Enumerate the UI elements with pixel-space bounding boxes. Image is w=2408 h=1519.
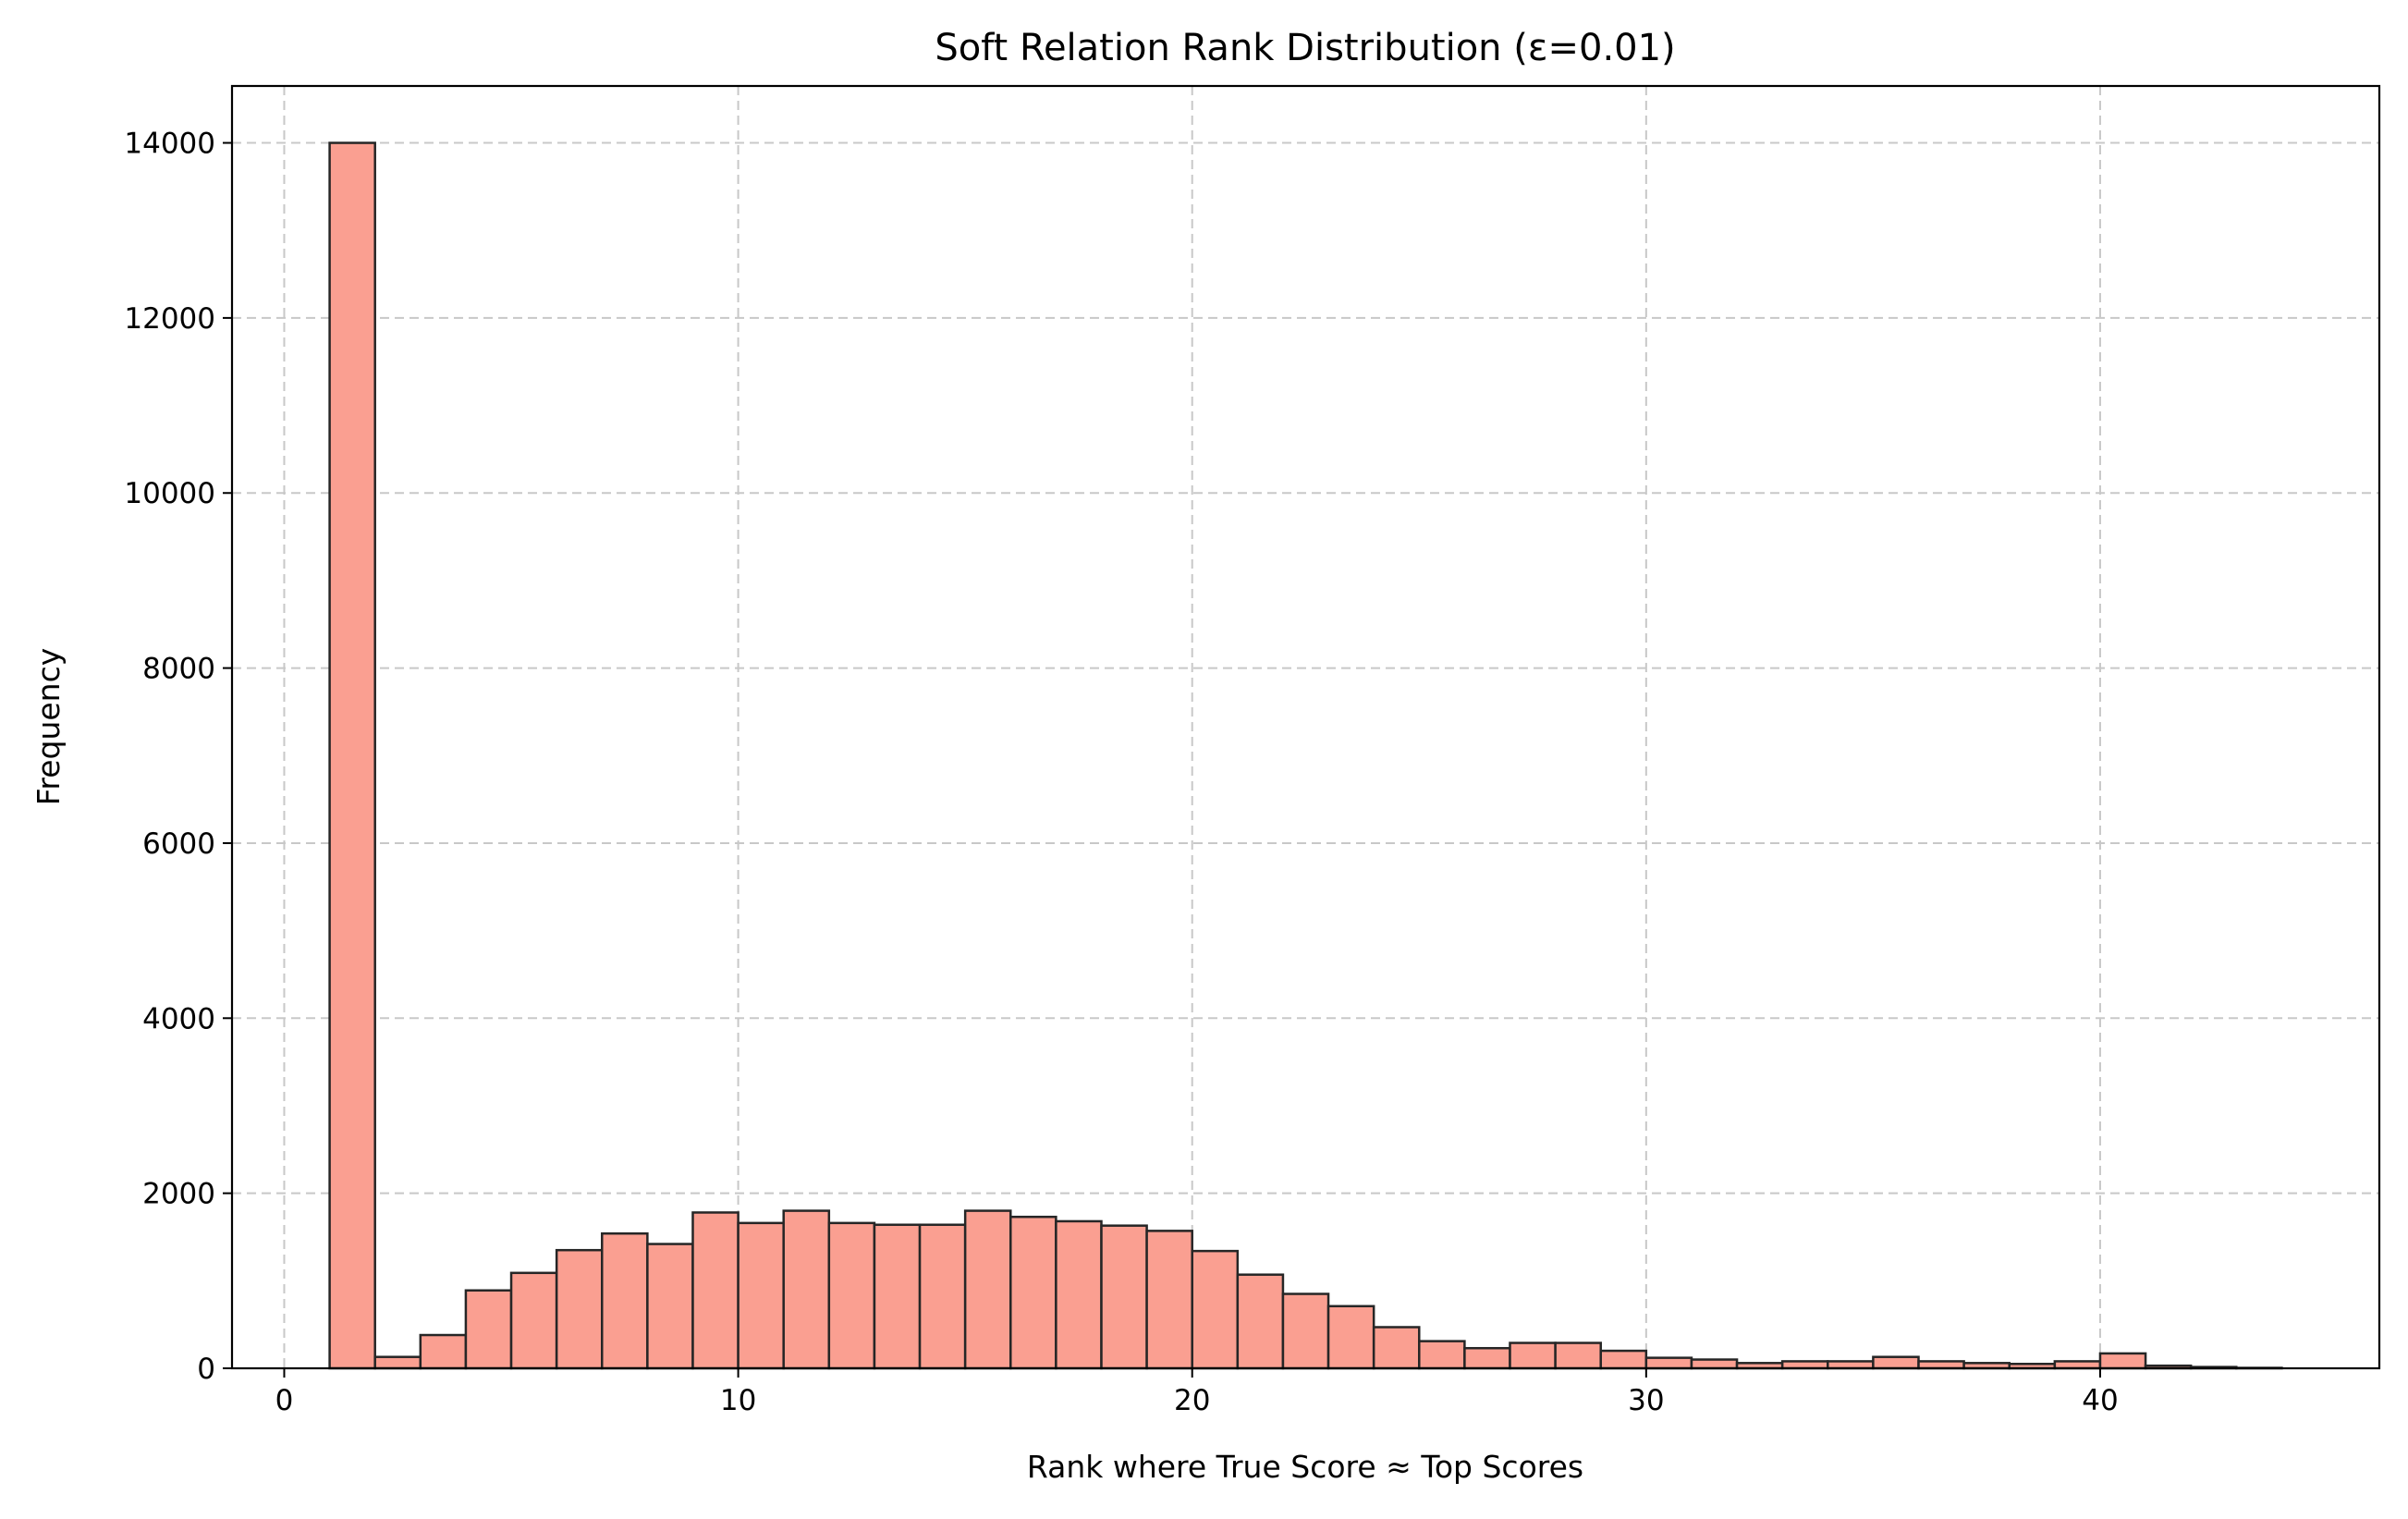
histogram-bar [511, 1273, 556, 1368]
histogram-bar [421, 1335, 466, 1368]
histogram-bar [647, 1244, 692, 1368]
x-tick-label: 30 [1628, 1384, 1664, 1417]
histogram-bar [1692, 1360, 1737, 1368]
histogram-bar [1827, 1361, 1873, 1368]
y-tick-label: 14000 [124, 128, 215, 161]
histogram-bar [692, 1212, 738, 1368]
histogram-bar [2055, 1361, 2100, 1368]
histogram-bar [1101, 1226, 1146, 1368]
histogram-bar [1283, 1294, 1328, 1368]
histogram-bar [784, 1211, 829, 1368]
histogram-bar [330, 143, 375, 1368]
histogram-bar [2100, 1354, 2145, 1368]
histogram-bar [1919, 1361, 1964, 1368]
x-tick-label: 20 [1174, 1384, 1210, 1417]
histogram-bar [1464, 1348, 1510, 1368]
histogram-bar [1147, 1231, 1192, 1368]
histogram-bar [1873, 1357, 1918, 1368]
histogram-bar [965, 1211, 1010, 1368]
histogram-bar [874, 1225, 920, 1368]
histogram-bar [1556, 1343, 1601, 1368]
histogram-bar [602, 1233, 647, 1368]
y-tick-label: 10000 [124, 477, 215, 510]
histogram-bar [739, 1223, 784, 1368]
histogram-bar [1601, 1351, 1646, 1368]
y-tick-label: 8000 [142, 653, 215, 686]
histogram-bar [1782, 1361, 1827, 1368]
histogram-bar [829, 1223, 874, 1368]
histogram-bar [1374, 1328, 1419, 1368]
histogram-bar [1510, 1343, 1556, 1368]
y-axis-label: Frequency [31, 648, 67, 805]
histogram-bar [1646, 1358, 1692, 1368]
histogram-bar [1192, 1251, 1238, 1368]
histogram-bar [1010, 1217, 1056, 1368]
x-tick-label: 0 [275, 1384, 294, 1417]
histogram-bar [1056, 1221, 1101, 1368]
histogram-bar [375, 1357, 421, 1368]
y-tick-label: 6000 [142, 827, 215, 861]
y-tick-label: 0 [197, 1353, 215, 1386]
x-tick-label: 40 [2082, 1384, 2118, 1417]
histogram-bar [1419, 1341, 1464, 1368]
histogram-bar [466, 1291, 511, 1368]
histogram-bar [556, 1250, 602, 1368]
x-tick-label: 10 [720, 1384, 756, 1417]
chart-title: Soft Relation Rank Distribution (ε=0.01) [935, 27, 1675, 69]
x-axis-label: Rank where True Score ≈ Top Scores [1027, 1449, 1583, 1485]
histogram-bar [1238, 1275, 1283, 1368]
histogram-bar [1328, 1306, 1374, 1368]
y-tick-label: 2000 [142, 1178, 215, 1211]
histogram-bar [920, 1225, 965, 1368]
y-tick-label: 4000 [142, 1002, 215, 1035]
y-tick-label: 12000 [124, 302, 215, 336]
